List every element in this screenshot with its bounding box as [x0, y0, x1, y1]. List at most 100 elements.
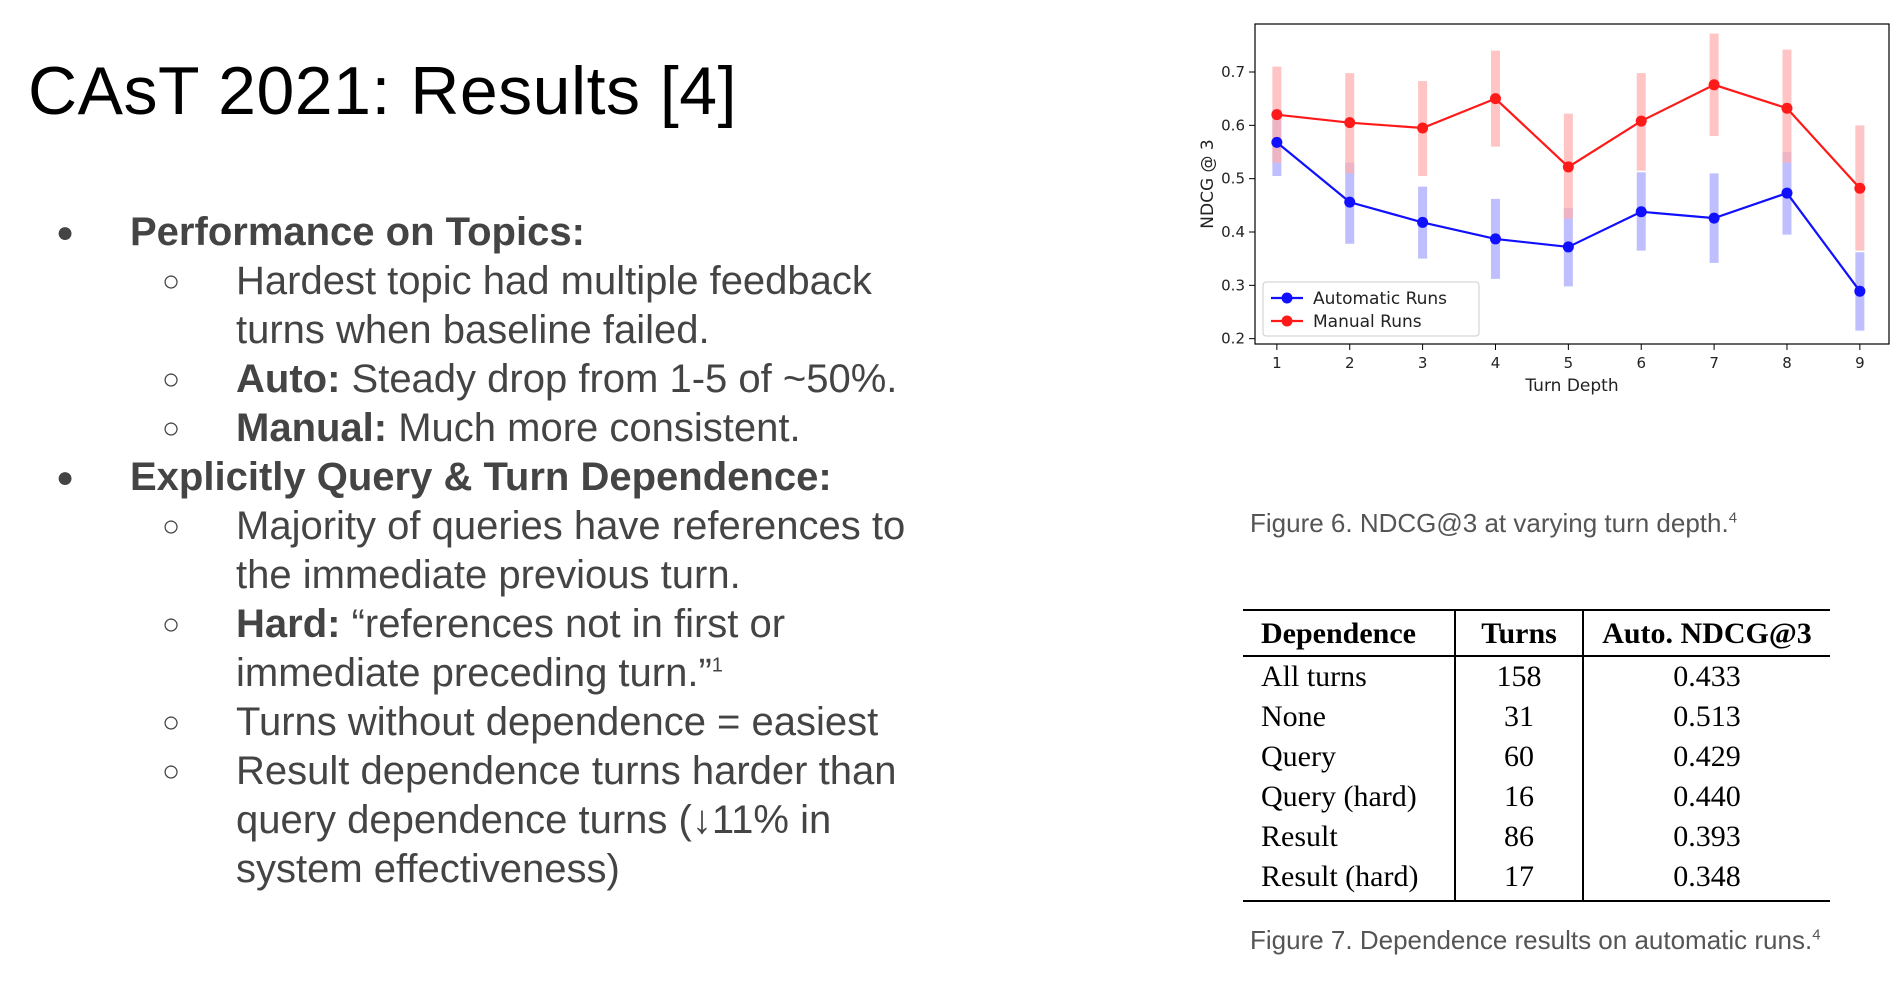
x-tick-label: 6	[1636, 354, 1646, 372]
x-tick-label: 1	[1272, 354, 1282, 372]
sub-bullet-marker: ○	[162, 755, 181, 788]
figure-7-caption-footnote: 4	[1812, 926, 1821, 944]
sub-bullet: ○ Result dependence turns harder than que…	[56, 747, 956, 894]
x-tick-label: 7	[1709, 354, 1719, 372]
table-row: All turns 158 0.433	[1243, 656, 1830, 697]
bullet-marker: ●	[56, 461, 75, 494]
table-cell-turns: 17	[1454, 857, 1584, 902]
x-tick-label: 3	[1418, 354, 1428, 372]
ndcg-chart: 0.2 0.3 0.4 0.5 0.6 0.7 1 2 3 4 5 6 7 8 9 Turn Depth NDC…	[1195, 20, 1895, 490]
legend-label-manual: Manual Runs	[1313, 312, 1422, 332]
dependence-table: Dependence Turns Auto. NDCG@3 All turns 1…	[1243, 609, 1830, 902]
bullet-list: ● Performance on Topics: ○ Hardest topic ha…	[56, 208, 956, 894]
legend-marker-manual	[1281, 315, 1293, 327]
sub-bullet: ○ Manual: Much more consistent.	[56, 404, 956, 453]
table-cell-ndcg: 0.429	[1673, 740, 1741, 773]
sub-bullet-text: Much more consistent.	[387, 406, 801, 450]
sub-bullet-bold-label: Auto:	[236, 357, 341, 401]
sub-bullet: ○ Majority of queries have references to …	[56, 502, 956, 600]
sub-bullet-marker: ○	[162, 510, 181, 543]
data-point-automatic	[1562, 241, 1574, 253]
table-cell-ndcg: 0.513	[1673, 700, 1741, 733]
footnote-marker: 1	[711, 654, 723, 677]
table-header-dependence: Dependence	[1243, 609, 1455, 657]
legend-box	[1262, 281, 1480, 337]
sub-bullet-text: “references not in first or immediate pr…	[236, 602, 786, 695]
bullet-heading: Explicitly Query & Turn Dependence:	[130, 455, 832, 499]
sub-bullet-marker: ○	[162, 706, 181, 739]
data-point-automatic	[1854, 285, 1866, 297]
table-cell-dependence: Result (hard)	[1243, 857, 1455, 902]
ndcg-chart-svg: 0.2 0.3 0.4 0.5 0.6 0.7 1 2 3 4 5 6 7 8 9 Turn Depth NDC…	[1198, 23, 1890, 396]
slide-title: CAsT 2021: Results [4]	[28, 53, 737, 129]
data-point-manual	[1344, 117, 1356, 129]
data-point-automatic	[1344, 196, 1356, 208]
table-cell-dependence: Query	[1261, 740, 1336, 773]
table-cell-turns: 158	[1454, 656, 1584, 697]
table-cell-ndcg: 0.348	[1583, 857, 1830, 902]
x-tick-label: 4	[1491, 354, 1501, 372]
data-point-manual	[1708, 79, 1720, 91]
data-point-automatic	[1635, 206, 1647, 218]
sub-bullet-marker: ○	[162, 412, 181, 445]
table-row: None 31 0.513	[1243, 697, 1830, 737]
table-body: All turns 158 0.433 None 31 0.513 Query 60 0.429…	[1243, 656, 1830, 902]
table-header-row: Dependence Turns Auto. NDCG@3	[1243, 609, 1830, 657]
table-header-ndcg: Auto. NDCG@3	[1583, 609, 1830, 657]
sub-bullet-marker: ○	[162, 363, 181, 396]
table-cell-turns: 60	[1454, 737, 1584, 777]
table-cell-turns: 86	[1454, 817, 1584, 857]
x-tick-label: 5	[1564, 354, 1574, 372]
bullet-marker: ●	[56, 216, 75, 249]
sub-bullet-text: Hardest topic had multiple feedback turn…	[236, 259, 872, 352]
table-cell-dependence: Query (hard)	[1261, 780, 1417, 813]
sub-bullet: ○ Auto: Steady drop from 1-5 of ~50%.	[56, 355, 956, 404]
data-point-manual	[1854, 182, 1866, 194]
figure-7-caption-text: Figure 7. Dependence results on automati…	[1250, 925, 1813, 955]
table-header-turns: Turns	[1454, 609, 1584, 657]
data-point-automatic	[1781, 187, 1793, 199]
table-cell-ndcg: 0.433	[1673, 660, 1741, 693]
table-cell-ndcg: 0.393	[1673, 820, 1741, 853]
table-cell-turns: 31	[1454, 697, 1584, 737]
legend-marker-automatic	[1281, 292, 1293, 304]
sub-bullet: ○ Hard: “references not in first or immed…	[56, 600, 956, 698]
table-cell-dependence: All turns	[1261, 660, 1367, 693]
sub-bullet: ○ Turns without dependence = easiest	[56, 698, 956, 747]
bullet-section: ● Explicitly Query & Turn Dependence:	[56, 453, 956, 502]
y-axis-title: NDCG @ 3	[1198, 139, 1218, 228]
x-tick-label: 2	[1345, 354, 1355, 372]
table-cell-dependence: None	[1261, 700, 1326, 733]
data-point-automatic	[1417, 216, 1429, 228]
y-tick-label: 0.3	[1221, 276, 1245, 294]
figure-7-caption: Figure 7. Dependence results on automati…	[1250, 925, 1821, 956]
sub-bullet-marker: ○	[162, 265, 181, 298]
sub-bullet-bold-label: Manual:	[236, 406, 388, 450]
sub-bullet-marker: ○	[162, 608, 181, 641]
figure-6-caption-text: Figure 6. NDCG@3 at varying turn depth.	[1250, 508, 1729, 538]
x-axis-title: Turn Depth	[1524, 376, 1618, 396]
data-point-manual	[1489, 93, 1501, 105]
table-row: Result 86 0.393	[1243, 817, 1830, 857]
legend-label-automatic: Automatic Runs	[1313, 289, 1447, 309]
data-point-automatic	[1489, 233, 1501, 245]
y-tick-label: 0.7	[1221, 63, 1245, 81]
x-tick-label: 8	[1782, 354, 1792, 372]
sub-bullet-bold-label: Hard:	[236, 602, 341, 646]
data-point-manual	[1781, 102, 1793, 114]
data-point-manual	[1635, 115, 1647, 127]
y-tick-label: 0.6	[1221, 116, 1245, 134]
data-point-automatic	[1708, 212, 1720, 224]
sub-bullet: ○ Hardest topic had multiple feedback tur…	[56, 257, 956, 355]
data-point-manual	[1417, 122, 1429, 134]
data-point-manual	[1271, 109, 1283, 121]
figure-6-caption: Figure 6. NDCG@3 at varying turn depth.4	[1250, 508, 1737, 539]
sub-bullet-text: Steady drop from 1-5 of ~50%.	[340, 357, 898, 401]
bullet-section: ● Performance on Topics:	[56, 208, 956, 257]
data-point-automatic	[1271, 136, 1283, 148]
table-row: Result (hard) 17 0.348	[1243, 857, 1830, 902]
bullet-heading: Performance on Topics:	[130, 210, 585, 254]
figure-6-caption-footnote: 4	[1728, 509, 1738, 527]
table-row: Query (hard) 16 0.440	[1243, 777, 1830, 817]
table-cell-turns: 16	[1454, 777, 1584, 817]
